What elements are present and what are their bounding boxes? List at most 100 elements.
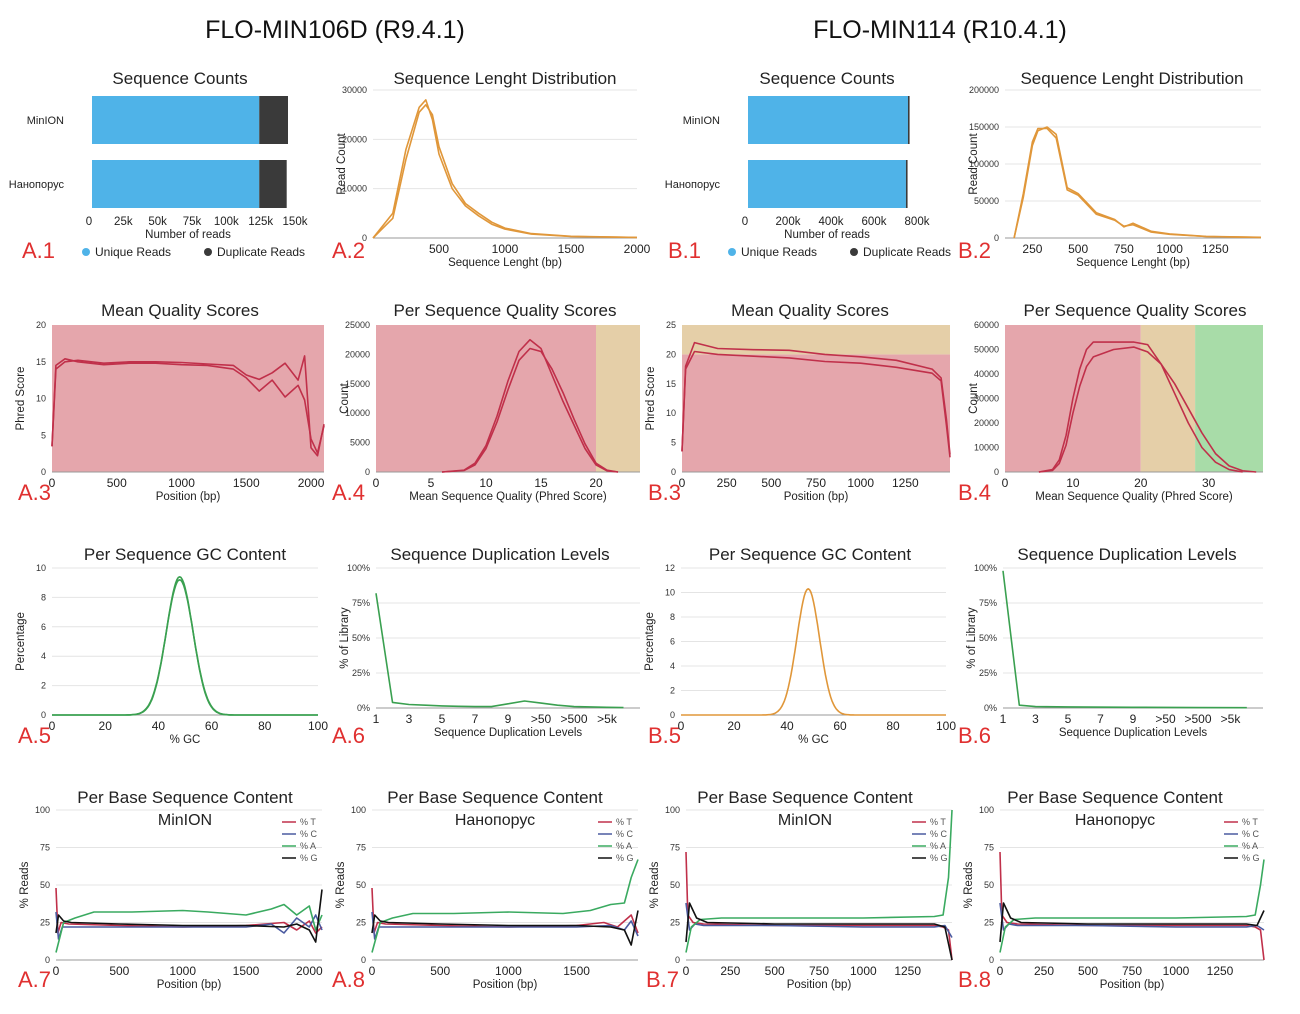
tick-label: 6	[670, 637, 675, 647]
tick-label: 9	[505, 712, 512, 726]
axis-label: Percentage	[15, 612, 27, 671]
series-line	[371, 859, 639, 953]
tick-label: 0	[49, 719, 56, 733]
tick-label: 20	[666, 349, 676, 359]
tick-label: 15	[36, 357, 46, 367]
tick-label: 1000	[847, 476, 874, 490]
bar-segment	[92, 96, 260, 144]
tick-label: 2	[670, 686, 675, 696]
tick-label: 4	[670, 661, 675, 671]
tick-label: 60	[833, 719, 847, 733]
quality-zone	[596, 325, 640, 472]
tick-label: 20000	[974, 418, 999, 428]
tick-label: 1000	[850, 964, 877, 978]
panel-label: B.1	[668, 238, 701, 263]
chart-A-8: Per Base Sequence Content Нанопорус A.8 0 25…	[332, 788, 639, 992]
tick-label: 10000	[345, 408, 370, 418]
tick-label: 5	[41, 430, 46, 440]
tick-label: 0	[679, 476, 686, 490]
tick-label: 9	[1130, 712, 1137, 726]
header-left: FLO-MIN106D (R9.4.1)	[205, 16, 465, 44]
tick-label: 0	[86, 216, 92, 228]
legend-marker	[728, 248, 736, 256]
axis-label: Position (bp)	[784, 491, 849, 503]
panel-label: B.6	[958, 723, 991, 748]
tick-label: 2	[41, 681, 46, 691]
tick-label: 30	[1202, 476, 1216, 490]
legend-label: Duplicate Reads	[217, 245, 305, 259]
tick-label: 100	[351, 805, 366, 815]
legend-label: % A	[930, 841, 946, 851]
legend-label: Unique Reads	[741, 245, 817, 259]
quality-zone	[1140, 325, 1196, 472]
chart-title: Mean Quality Scores	[101, 301, 259, 320]
tick-label: 500	[107, 476, 127, 490]
tick-label: 10	[36, 394, 46, 404]
tick-label: 7	[472, 712, 479, 726]
tick-label: 75	[984, 843, 994, 853]
tick-label: 100%	[974, 563, 997, 573]
chart-B-4: Per Sequence Quality ScoresB.40100002000…	[958, 301, 1263, 505]
tick-label: 0	[41, 710, 46, 720]
tick-label: 7	[1097, 712, 1104, 726]
tick-label: 2000	[296, 964, 323, 978]
chart-subtitle: Нанопорус	[455, 812, 535, 829]
tick-label: 0	[671, 467, 676, 477]
panel-label: A.6	[332, 723, 365, 748]
tick-label: 0	[994, 233, 999, 243]
header-right: FLO-MIN114 (R10.4.1)	[813, 16, 1067, 44]
series-line	[681, 350, 951, 458]
tick-label: 75	[40, 843, 50, 853]
quality-zone	[682, 354, 950, 472]
tick-label: 50000	[974, 196, 999, 206]
tick-label: 5	[439, 712, 446, 726]
tick-label: 30000	[974, 394, 999, 404]
tick-label: 100	[665, 805, 680, 815]
tick-label: 0	[994, 467, 999, 477]
series-line	[1038, 346, 1257, 473]
axis-label: Phred Score	[15, 367, 27, 431]
panel-label: B.2	[958, 238, 991, 263]
tick-label: 10	[665, 588, 675, 598]
tick-label: 25%	[352, 668, 370, 678]
tick-label: 50000	[974, 345, 999, 355]
tick-label: 0	[365, 467, 370, 477]
legend-label: % G	[1242, 853, 1260, 863]
tick-label: 10	[1066, 476, 1080, 490]
panel-label: A.4	[332, 480, 365, 505]
tick-label: 500	[765, 964, 785, 978]
axis-label: Sequence Lenght (bp)	[448, 257, 562, 269]
axis-label: Mean Sequence Quality (Phred Score)	[409, 491, 607, 503]
chart-B-1: Sequence Counts B.1 MinION Нанопорус 0 200k 40…	[665, 69, 951, 263]
axis-label: Count	[968, 382, 980, 413]
legend-label: % G	[616, 853, 634, 863]
chart-B-2: Sequence Lenght Distribution B.2 0 50000 100…	[958, 69, 1262, 269]
series-line	[1013, 127, 1262, 239]
series-line	[52, 579, 318, 716]
chart-title: Per Base Sequence Content	[1007, 788, 1223, 807]
chart-title: Per Sequence GC Content	[709, 545, 912, 564]
tick-label: 25	[984, 918, 994, 928]
tick-label: >500	[560, 712, 587, 726]
tick-label: 1000	[495, 964, 522, 978]
bar-segment	[748, 160, 906, 208]
tick-label: 0%	[357, 703, 370, 713]
chart-title: Per Sequence Quality Scores	[1023, 301, 1246, 320]
panel-label: B.8	[958, 967, 991, 992]
axis-label: % of Library	[966, 607, 978, 669]
tick-label: 20	[1134, 476, 1148, 490]
series-line	[685, 902, 953, 961]
chart-title: Per Base Sequence Content	[77, 788, 293, 807]
tick-label: 10	[36, 563, 46, 573]
chart-B-6: Sequence Duplication LevelsB.60%25%50%75…	[958, 545, 1263, 748]
panel-label: A.2	[332, 238, 365, 263]
axis-label: Read Count	[968, 133, 980, 195]
tick-label: 250	[1022, 242, 1042, 256]
tick-label: 1000	[168, 476, 195, 490]
tick-label: 20000	[345, 349, 370, 359]
axis-label: Position (bp)	[787, 979, 852, 991]
axis-label: % Reads	[19, 861, 31, 908]
series-line	[55, 903, 323, 953]
tick-label: 50%	[979, 633, 997, 643]
